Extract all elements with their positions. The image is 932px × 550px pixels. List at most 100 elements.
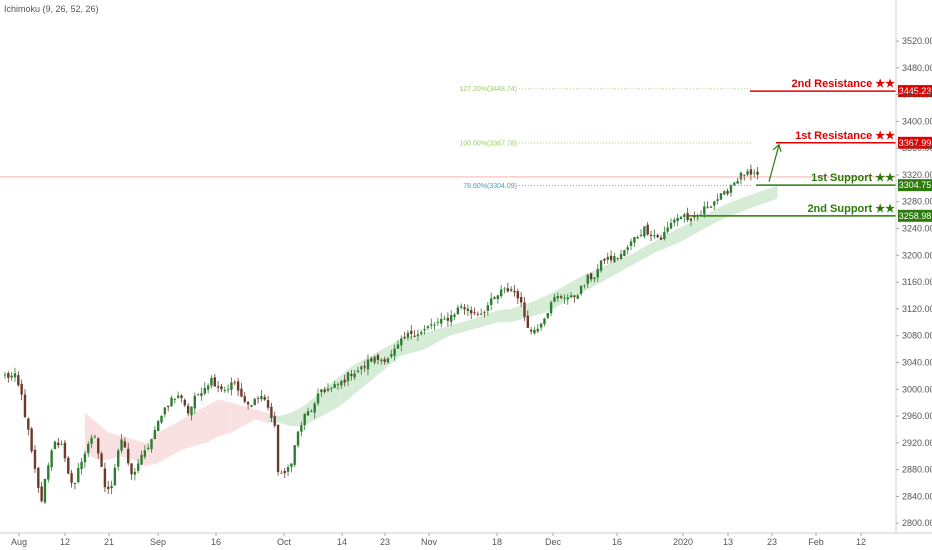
cloud-segment (291, 406, 304, 427)
level-label: 1st Support ★★ (811, 172, 895, 184)
candle-body (503, 288, 506, 290)
candle-body (60, 443, 63, 445)
projection-arrow (768, 144, 780, 182)
candle-body (286, 467, 290, 472)
cloud-segment (413, 332, 426, 353)
candle-body (676, 217, 679, 221)
candle-body (270, 406, 273, 418)
candle-body (506, 288, 510, 292)
candle-body (200, 393, 203, 396)
candle-body (533, 329, 536, 334)
cloud-segment (607, 259, 620, 279)
price-lines (0, 88, 896, 217)
candle-body (7, 373, 10, 378)
candle-body (133, 471, 137, 475)
candle-body (330, 387, 333, 389)
candle-body (623, 250, 626, 256)
candle-body (356, 370, 360, 372)
candle-body (190, 406, 193, 416)
candle-body (80, 461, 83, 470)
cloud-segment (169, 419, 183, 457)
y-tick-label: 3320.00 (902, 170, 932, 180)
candle-body (463, 307, 466, 310)
candle-body (486, 305, 490, 312)
x-tick-label: 16 (211, 537, 221, 547)
candle-body (63, 442, 67, 459)
candle-body (413, 335, 416, 337)
candle-body (549, 302, 553, 314)
candle-body (130, 463, 133, 475)
candle-body (77, 467, 80, 483)
candle-body (37, 467, 40, 488)
candle-body (746, 171, 749, 175)
candle-body (536, 328, 539, 332)
candle-body (220, 386, 223, 390)
candle-body (343, 379, 346, 383)
candle-body (599, 260, 603, 271)
candle-body (410, 330, 413, 334)
candle-body (406, 332, 410, 338)
candle-body (206, 385, 210, 390)
candle-body (210, 377, 213, 386)
candle-body (323, 389, 326, 392)
candle-body (749, 169, 753, 175)
candle-body (57, 442, 60, 446)
x-tick-label: 2020 (673, 537, 693, 547)
cloud-segment (485, 310, 499, 326)
candle-body (649, 234, 653, 236)
candle-body (93, 436, 97, 438)
cloud-segment (510, 305, 523, 323)
candle-body (310, 411, 313, 412)
candle-body (563, 297, 566, 299)
candle-body (70, 473, 73, 483)
candle-body (296, 431, 300, 446)
cloud-segment (157, 426, 170, 463)
x-tick-label: Sep (150, 537, 166, 547)
candle-body (166, 405, 170, 408)
y-tick-label: 2880.00 (902, 465, 932, 475)
y-tick-label: 3440.00 (902, 90, 932, 100)
candle-body (216, 386, 220, 388)
candle-body (326, 388, 330, 391)
candle-body (373, 356, 376, 363)
y-tick-label: 3000.00 (902, 384, 932, 394)
candle-body (400, 338, 403, 346)
candle-body (123, 441, 127, 448)
candle-body (150, 439, 153, 450)
candle-body (643, 226, 646, 237)
candle-body (433, 324, 436, 326)
candle-body (186, 405, 190, 414)
candle-body (636, 237, 639, 239)
candle-body (483, 311, 486, 313)
candles (3, 164, 759, 504)
candle-body (146, 447, 150, 449)
candle-body (193, 395, 197, 409)
cloud-segment (303, 395, 316, 427)
candle-body (513, 290, 516, 293)
y-tick-label: 3240.00 (902, 224, 932, 234)
candle-body (233, 382, 236, 384)
candle-body (196, 394, 200, 396)
cloud-segment (753, 189, 766, 208)
candle-body (27, 418, 30, 430)
cloud-segment (376, 345, 389, 376)
candle-body (176, 395, 180, 398)
candle-body (569, 295, 573, 298)
candle-body (293, 445, 296, 465)
price-tag-label: 3367.99 (899, 138, 932, 148)
candle-body (110, 485, 113, 489)
cloud-segment (340, 365, 353, 407)
candle-body (686, 213, 689, 220)
cloud-segment (692, 215, 705, 236)
candle-body (163, 407, 167, 415)
candle-body (363, 366, 366, 368)
candle-body (107, 486, 110, 490)
candle-body (390, 354, 393, 357)
candle-body (306, 411, 310, 416)
candle-body (609, 255, 613, 261)
candle-body (127, 448, 130, 464)
y-tick-label: 2800.00 (902, 518, 932, 528)
candle-body (100, 453, 103, 467)
